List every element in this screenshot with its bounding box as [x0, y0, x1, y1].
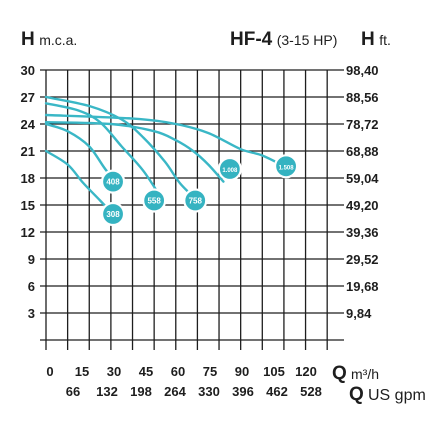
y-tick-left-label: 24: [21, 117, 36, 132]
x-tick-top-label: 75: [203, 364, 217, 379]
curve-758: [44, 95, 199, 202]
x-tick-top-label: 45: [139, 364, 153, 379]
badge-558: 558: [142, 188, 167, 213]
badge-label: 308: [106, 210, 120, 219]
y-tick-right-label: 88,56: [346, 90, 379, 105]
y-tick-left-label: 21: [21, 144, 35, 159]
y-tick-left-label: 15: [21, 198, 35, 213]
power-range: (3-15 HP): [276, 32, 338, 48]
y-tick-left-label: 9: [28, 252, 35, 267]
x-tick-bottom-label: 330: [198, 384, 220, 399]
curve-badges: 408 308 558 758 1.008 1.508: [100, 154, 299, 227]
y-axis-right-unit: ft.: [379, 32, 391, 48]
x-tick-top-label: 120: [295, 364, 317, 379]
badge-circle: [217, 156, 242, 182]
y-tick-right-label: 98,40: [346, 63, 379, 78]
y-tick-left-label: 12: [21, 225, 35, 240]
x-tick-top-label: 105: [263, 364, 285, 379]
y-axis-left-title: H m.c.a.: [21, 30, 77, 49]
y-tick-right-label: 68,88: [346, 144, 379, 159]
model-name: HF-4: [230, 29, 273, 50]
badge-circle: [183, 188, 208, 213]
x-tick-bottom-label: 528: [300, 384, 322, 399]
badge-label: 558: [147, 197, 161, 206]
x-tick-bottom-label: 462: [266, 384, 288, 399]
badge-758: 758: [183, 188, 208, 213]
badge-408: 408: [100, 169, 126, 194]
x-tick-bottom-label: 132: [96, 384, 118, 399]
x-tick-bottom-label: 264: [164, 384, 186, 399]
y-tick-right-label: 9,84: [346, 306, 372, 321]
y-tick-right-label: 39,36: [346, 225, 379, 240]
x-axis-bottom-symbol: Q: [349, 384, 364, 405]
curve-1008: [44, 121, 225, 183]
grid: [40, 69, 344, 350]
y-tick-right-label: 29,52: [346, 252, 379, 267]
y-tick-right-label: 19,68: [346, 279, 379, 294]
y-axis-right-symbol: H: [361, 29, 375, 50]
x-tick-top-label: 60: [171, 364, 185, 379]
y-tick-left-label: 6: [28, 279, 35, 294]
badge-1008: 1.008: [217, 156, 242, 182]
y-axis-left-unit: m.c.a.: [39, 32, 78, 48]
badge-1508: 1.508: [273, 154, 299, 179]
curve-1508: [44, 113, 288, 169]
axis-labels: 30 27 24 21 18 15 12 9 6 3 98,40 88,56 78,72 68,88 59,…: [21, 63, 426, 405]
y-axis-left-symbol: H: [21, 29, 35, 50]
curves: [44, 95, 288, 214]
x-tick-top-label: 30: [107, 364, 121, 379]
x-axis-bottom-unit: US gpm: [368, 387, 426, 404]
y-axis-right-title: H ft.: [361, 30, 391, 49]
y-tick-left-label: 30: [21, 63, 35, 78]
x-axis-top-symbol: Q: [332, 363, 347, 384]
badge-308: 308: [100, 201, 126, 227]
x-axis-top-unit: m³/h: [351, 366, 379, 382]
badge-circle: [100, 201, 126, 227]
badge-label: 1.008: [222, 168, 238, 174]
badge-circle: [142, 188, 167, 213]
x-tick-top-label: 15: [75, 364, 89, 379]
y-tick-left-label: 18: [21, 171, 35, 186]
badge-label: 1.508: [279, 165, 295, 171]
x-tick-bottom-label: 66: [66, 384, 80, 399]
x-tick-top-label: 0: [46, 364, 53, 379]
y-tick-left-label: 3: [28, 306, 35, 321]
curve-558: [44, 102, 164, 202]
badge-label: 758: [189, 197, 203, 206]
x-tick-bottom-label: 396: [232, 384, 254, 399]
y-tick-right-label: 59,04: [346, 171, 379, 186]
badge-circle: [100, 169, 126, 194]
curve-308: [44, 149, 113, 214]
badge-label: 408: [106, 178, 120, 187]
x-tick-bottom-label: 198: [130, 384, 152, 399]
chart-title: HF-4 (3-15 HP): [230, 30, 337, 49]
badge-circle: [273, 154, 299, 179]
y-tick-right-label: 49,20: [346, 198, 379, 213]
y-tick-right-label: 78,72: [346, 117, 379, 132]
x-tick-top-label: 90: [235, 364, 249, 379]
y-tick-left-label: 27: [21, 90, 35, 105]
